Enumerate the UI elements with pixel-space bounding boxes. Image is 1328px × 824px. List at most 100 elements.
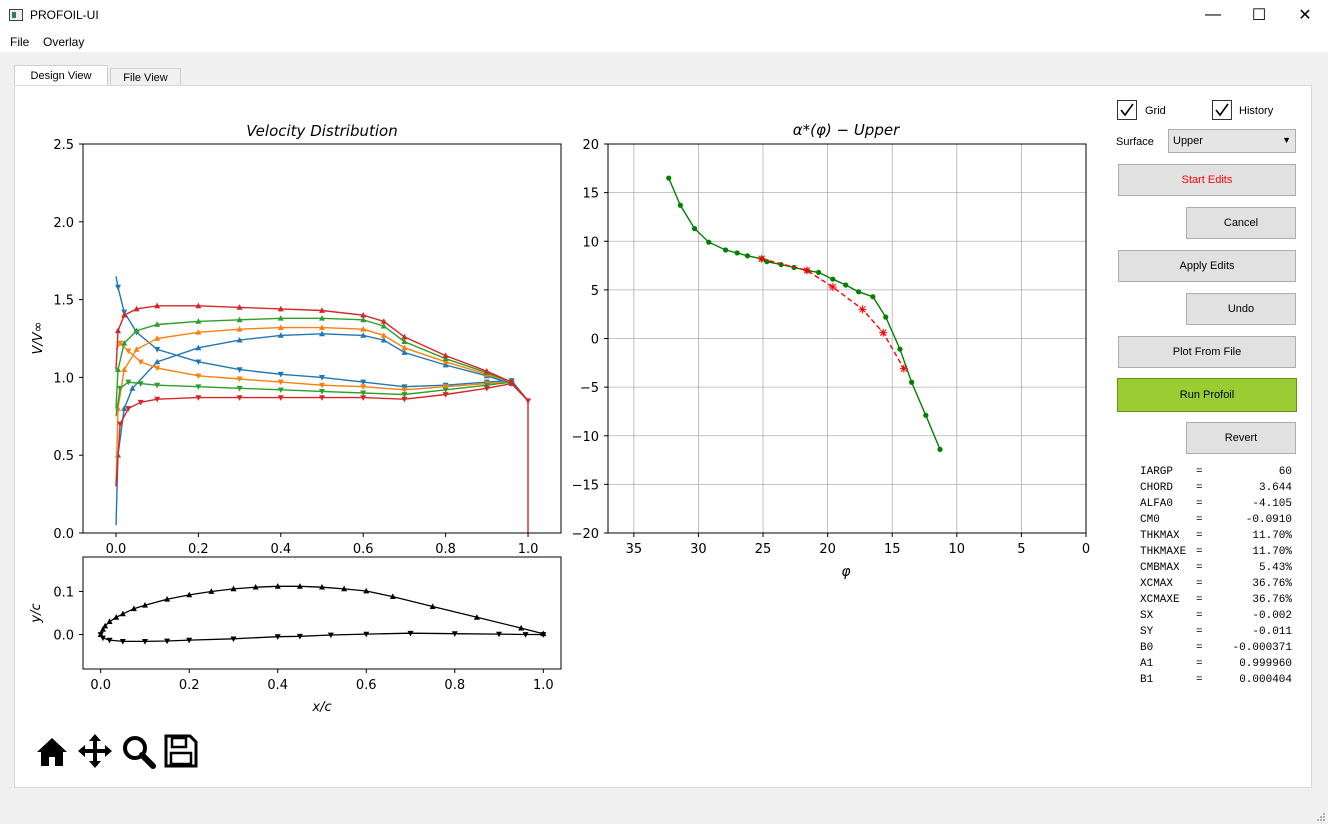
x-tick-label: 35 — [626, 542, 643, 557]
airfoil-chart-ylabel: y/c — [29, 603, 44, 623]
y-tick-label: −20 — [572, 527, 599, 542]
parameter-name: CHORD — [1140, 482, 1174, 494]
parameter-value: -0.011 — [1252, 626, 1292, 638]
velocity-data-point — [483, 367, 490, 374]
parameter-eq: = — [1196, 514, 1203, 526]
parameter-row: ALFA0 = -4.105 — [1140, 496, 1300, 512]
parameter-eq: = — [1196, 610, 1203, 622]
parameter-value: -0.000371 — [1232, 642, 1292, 654]
velocity-data-point — [442, 387, 449, 394]
y-tick-label: 0 — [591, 333, 599, 348]
airfoil-data-point — [164, 638, 171, 645]
velocity-data-point — [277, 387, 284, 394]
alpha-data-point — [828, 282, 837, 291]
tab-file-view[interactable]: File View — [110, 68, 181, 86]
x-tick-label: 15 — [884, 542, 901, 557]
history-checkbox[interactable] — [1212, 100, 1232, 120]
velocity-data-point — [125, 406, 132, 412]
airfoil-data-point — [99, 635, 106, 642]
menu-file[interactable]: File — [10, 35, 30, 49]
alpha-series-0-line — [668, 177, 941, 450]
home-icon[interactable] — [33, 732, 71, 770]
parameter-row: IARGP = 60 — [1140, 464, 1300, 480]
velocity-data-point — [277, 324, 284, 331]
alpha-data-point — [879, 328, 888, 337]
velocity-data-point — [121, 366, 128, 373]
checkmark-icon — [1120, 103, 1134, 117]
velocity-data-point — [154, 365, 161, 372]
maximize-button[interactable]: ☐ — [1251, 7, 1267, 24]
alpha-data-point — [691, 226, 698, 232]
velocity-data-point — [319, 307, 325, 313]
velocity-data-point — [380, 336, 387, 343]
parameter-eq: = — [1196, 658, 1203, 670]
apply-edits-button[interactable]: Apply Edits — [1118, 250, 1296, 282]
velocity-chart-ylabel: V/V∞ — [31, 322, 46, 355]
run-profoil-button[interactable]: Run Profoil — [1117, 378, 1297, 412]
airfoil-data-point — [252, 583, 259, 590]
menu-overlay[interactable]: Overlay — [43, 35, 85, 49]
velocity-data-point — [236, 385, 243, 392]
velocity-data-point — [360, 325, 367, 332]
y-tick-label: −15 — [572, 478, 599, 493]
menubar: File Overlay — [0, 30, 1328, 52]
close-button[interactable]: ✕ — [1298, 7, 1312, 24]
parameter-name: SY — [1140, 626, 1154, 638]
minimize-button[interactable]: — — [1205, 6, 1221, 23]
velocity-series-0-lower-line — [115, 333, 529, 526]
checkmark-icon — [1215, 103, 1229, 117]
velocity-data-point — [125, 379, 132, 386]
x-tick-label: 0.6 — [356, 678, 377, 693]
alpha-data-point — [802, 266, 811, 275]
airfoil-data-point — [99, 626, 106, 632]
velocity-series-3-upper-line — [115, 382, 529, 533]
parameter-value: -4.105 — [1252, 498, 1292, 510]
start-edits-button[interactable]: Start Edits — [1118, 164, 1296, 196]
airfoil-data-point — [496, 631, 503, 638]
velocity-data-point — [442, 392, 449, 398]
parameter-row: B0 = -0.000371 — [1140, 640, 1300, 656]
velocity-data-point — [401, 392, 408, 398]
plot-from-file-button[interactable]: Plot From File — [1118, 336, 1296, 368]
save-icon[interactable] — [162, 732, 200, 770]
airfoil-data-point — [106, 618, 113, 625]
x-tick-label: 20 — [819, 542, 836, 557]
velocity-data-point — [137, 359, 144, 366]
velocity-data-point — [380, 322, 387, 329]
y-tick-label: 2.0 — [53, 216, 74, 231]
airfoil-data-point — [327, 632, 334, 639]
zoom-icon[interactable] — [119, 732, 157, 770]
velocity-distribution-chart: Velocity Distribution V/V∞ 0.0 0.2 0.4 0.6 0… — [31, 122, 562, 557]
cancel-button[interactable]: Cancel — [1186, 207, 1296, 239]
alpha-data-point — [937, 446, 943, 452]
airfoil-chart-axes-frame — [82, 556, 562, 670]
alpha-chart-title: α*(φ) − Upper — [793, 121, 900, 139]
x-tick-label: 0.6 — [353, 542, 374, 557]
velocity-data-point — [360, 332, 367, 338]
velocity-data-point — [133, 346, 140, 352]
tab-design-view[interactable]: Design View — [14, 65, 108, 86]
revert-button[interactable]: Revert — [1186, 422, 1296, 454]
velocity-data-point — [277, 379, 284, 386]
airfoil-data-point — [451, 631, 458, 637]
undo-button[interactable]: Undo — [1186, 293, 1296, 325]
velocity-data-point — [360, 390, 367, 397]
resize-grip-icon[interactable] — [1316, 812, 1326, 822]
velocity-data-point — [319, 315, 325, 321]
velocity-data-point — [195, 384, 202, 390]
pan-icon[interactable] — [76, 732, 114, 770]
parameter-name: CMBMAX — [1140, 562, 1180, 574]
velocity-data-point — [360, 311, 367, 318]
parameter-eq: = — [1196, 530, 1203, 542]
airfoil-data-point — [119, 610, 126, 617]
parameter-row: XCMAXE = 36.76% — [1140, 592, 1300, 608]
window-titlebar: PROFOIL-UI — ☐ ✕ — [0, 0, 1328, 30]
airfoil-data-point — [208, 588, 215, 594]
surface-select[interactable]: Upper ▼ — [1168, 129, 1296, 153]
parameter-value: 0.999960 — [1239, 658, 1292, 670]
grid-checkbox[interactable] — [1117, 100, 1137, 120]
airfoil-data-point — [389, 593, 396, 600]
history-label: History — [1239, 105, 1274, 117]
alpha-data-point — [744, 253, 751, 259]
airfoil-data-point — [429, 603, 436, 609]
